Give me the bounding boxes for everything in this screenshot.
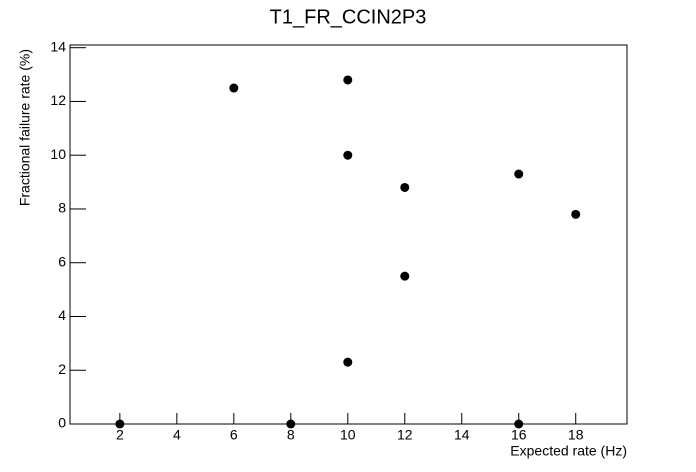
- data-point: [400, 182, 410, 192]
- data-point: [400, 271, 410, 281]
- x-tick-label: 8: [287, 427, 295, 443]
- y-tick-label: 12: [50, 92, 66, 108]
- x-tick-label: 6: [230, 427, 238, 443]
- y-tick-label: 8: [58, 200, 66, 216]
- y-tick-label: 0: [58, 415, 66, 431]
- x-axis-label: Expected rate (Hz): [510, 443, 627, 459]
- x-tick-label: 12: [397, 427, 413, 443]
- data-point: [343, 357, 353, 367]
- y-tick-label: 6: [58, 253, 66, 269]
- y-tick-label: 4: [58, 307, 66, 323]
- data-point: [343, 150, 353, 160]
- x-tick-label: 4: [173, 427, 181, 443]
- y-axis-label: Fractional failure rate (%): [17, 49, 33, 206]
- data-point: [514, 419, 524, 429]
- data-point: [343, 75, 353, 85]
- x-tick-label: 10: [340, 427, 356, 443]
- x-tick-label: 14: [454, 427, 470, 443]
- y-tick-label: 14: [50, 38, 66, 54]
- data-point: [115, 419, 125, 429]
- y-tick-label: 10: [50, 146, 66, 162]
- y-tick-label: 2: [58, 361, 66, 377]
- data-point: [229, 83, 239, 93]
- x-tick-label: 2: [116, 427, 124, 443]
- data-point: [514, 169, 524, 179]
- chart-title: T1_FR_CCIN2P3: [270, 6, 427, 28]
- plot-frame: [69, 44, 628, 425]
- data-point: [286, 419, 296, 429]
- data-point: [571, 209, 581, 219]
- x-tick-label: 18: [568, 427, 584, 443]
- x-tick-label: 16: [511, 427, 527, 443]
